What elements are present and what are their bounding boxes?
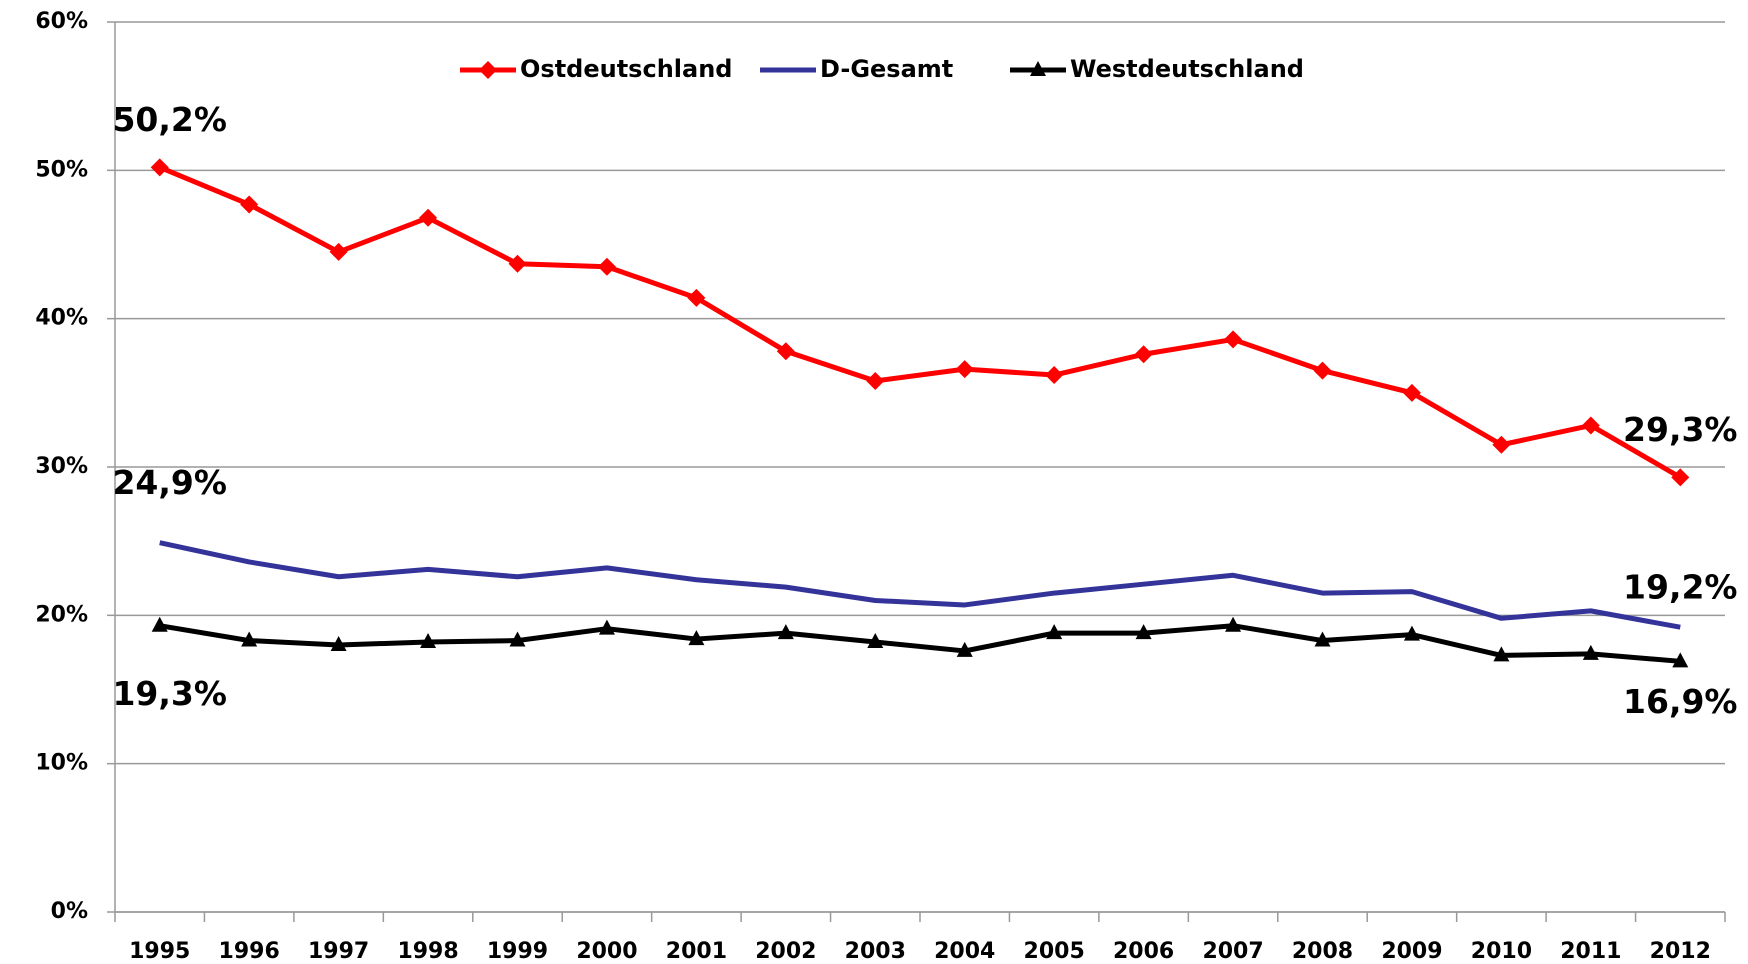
series-line <box>159 540 1681 630</box>
x-tick-label: 2007 <box>1202 939 1263 964</box>
x-tick-label: 2000 <box>576 939 637 964</box>
marker <box>688 630 705 646</box>
marker <box>479 61 497 79</box>
value-label: 16,9% <box>1623 682 1738 721</box>
y-tick-label: 10% <box>35 751 88 776</box>
marker <box>151 616 168 632</box>
marker <box>509 631 526 647</box>
marker <box>687 288 706 307</box>
y-tick-label: 60% <box>35 9 88 34</box>
marker <box>419 208 438 227</box>
marker <box>1045 366 1064 385</box>
y-tick-label: 0% <box>51 899 88 924</box>
marker <box>1225 616 1242 632</box>
x-tick-label: 2008 <box>1292 939 1353 964</box>
x-tick-label: 1996 <box>219 939 280 964</box>
marker <box>866 371 885 390</box>
x-tick-label: 1998 <box>397 939 458 964</box>
x-tick-label: 2004 <box>934 939 995 964</box>
marker <box>1493 646 1510 662</box>
marker <box>1582 644 1599 660</box>
marker <box>329 242 348 261</box>
x-tick-label: 1997 <box>308 939 369 964</box>
marker <box>1671 468 1690 487</box>
marker <box>241 631 258 647</box>
marker <box>330 636 347 651</box>
series-line <box>159 623 1681 664</box>
value-label: 50,2% <box>112 100 227 139</box>
x-tick-label: 2006 <box>1113 939 1174 964</box>
marker <box>1403 625 1420 641</box>
marker <box>776 342 795 361</box>
marker <box>1314 631 1331 647</box>
marker <box>777 624 794 640</box>
y-tick-label: 20% <box>35 602 88 627</box>
legend-label: D-Gesamt <box>820 55 953 83</box>
marker <box>1402 383 1421 402</box>
marker <box>508 254 527 273</box>
value-label: 29,3% <box>1623 410 1738 449</box>
marker <box>955 360 974 379</box>
marker <box>1134 345 1153 364</box>
series-line <box>158 165 1682 480</box>
marker <box>1672 652 1689 668</box>
y-tick-label: 50% <box>35 157 88 182</box>
marker <box>420 633 437 649</box>
x-tick-label: 2003 <box>845 939 906 964</box>
marker <box>1492 435 1511 454</box>
marker <box>1581 416 1600 435</box>
y-tick-label: 40% <box>35 306 88 331</box>
x-tick-label: 2002 <box>755 939 816 964</box>
x-tick-label: 2009 <box>1381 939 1442 964</box>
x-tick-label: 1995 <box>129 939 190 964</box>
marker <box>150 158 169 177</box>
x-tick-label: 2005 <box>1024 939 1085 964</box>
marker <box>597 257 616 276</box>
marker <box>1135 624 1152 640</box>
marker <box>1030 61 1046 76</box>
marker <box>867 633 884 649</box>
value-label: 24,9% <box>112 463 227 502</box>
marker <box>1046 624 1063 640</box>
marker <box>598 619 615 635</box>
x-tick-label: 1999 <box>487 939 548 964</box>
value-label: 19,2% <box>1623 568 1738 607</box>
x-tick-label: 2001 <box>666 939 727 964</box>
x-tick-label: 2010 <box>1471 939 1532 964</box>
x-tick-label: 2011 <box>1560 939 1621 964</box>
legend-label: Westdeutschland <box>1070 55 1304 83</box>
marker <box>240 195 259 214</box>
legend-label: Ostdeutschland <box>520 55 732 83</box>
marker <box>956 641 973 657</box>
y-tick-label: 30% <box>35 454 88 479</box>
value-label: 19,3% <box>112 674 227 713</box>
x-tick-label: 2012 <box>1650 939 1711 964</box>
marker <box>1224 330 1243 349</box>
marker <box>1313 361 1332 380</box>
